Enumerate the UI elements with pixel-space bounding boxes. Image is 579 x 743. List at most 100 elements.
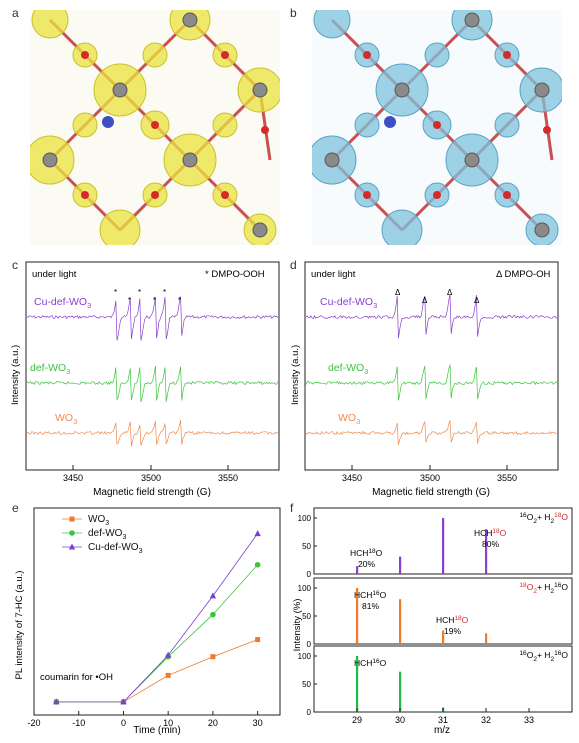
- o-atom: [433, 191, 441, 199]
- o-atom: [433, 121, 441, 129]
- trace-label: def-WO3: [30, 362, 70, 376]
- charge-density-image-a: [30, 10, 280, 245]
- y-axis-label: PL intensity of 7-HC (a.u.): [14, 571, 25, 680]
- w-atom: [252, 82, 268, 98]
- x-tick-label: 3550: [497, 473, 517, 483]
- epr-trace: [26, 296, 279, 341]
- data-point: [165, 672, 171, 678]
- o-atom: [81, 191, 89, 199]
- y-tick-label: 100: [298, 514, 312, 523]
- data-point: [210, 611, 216, 618]
- w-atom: [252, 222, 268, 238]
- subplot-legend: 16 O2 + H2 16 O: [519, 650, 568, 663]
- x-axis-label: m/z: [434, 725, 450, 736]
- isosurface-blob: [72, 112, 98, 138]
- subplot-legend: 18 O2 + H2 16 O: [519, 582, 568, 595]
- panel-b-label: b: [290, 6, 297, 20]
- panel-c-label: c: [12, 258, 18, 272]
- w-atom: [394, 82, 410, 98]
- y-axis-label: Intensity (a.u.): [290, 345, 301, 405]
- legend-entry: def-WO3: [88, 528, 126, 541]
- ms-peak-bar: [356, 566, 359, 574]
- x-tick-label: 3550: [218, 473, 238, 483]
- w-atom: [182, 12, 198, 28]
- peak-marker: Δ: [422, 296, 428, 305]
- x-tick-label: 3450: [63, 473, 83, 483]
- panel-c: c under light * DMPO-OOH Intensity (a.u.…: [0, 255, 290, 500]
- ms-peak-bar: [485, 529, 488, 574]
- w-atom: [324, 152, 340, 168]
- peak-marker: *: [153, 296, 156, 305]
- data-point: [164, 651, 172, 658]
- legend-marker: [68, 543, 76, 550]
- o-atom: [81, 51, 89, 59]
- epr-trace: [305, 294, 558, 339]
- y-tick-label: 100: [298, 652, 312, 661]
- data-point: [254, 530, 261, 537]
- dmpo-ooh-legend: * DMPO-OOH: [205, 269, 265, 280]
- o-atom: [221, 191, 229, 199]
- ms-peak-bar: [399, 671, 402, 712]
- w-atom: [42, 152, 58, 168]
- data-point: [120, 698, 127, 705]
- x-tick-label: 3450: [342, 473, 362, 483]
- ms-peak-bar: [442, 630, 445, 644]
- annotation-percent: 20%: [358, 559, 375, 569]
- x-tick-label: 10: [163, 718, 173, 728]
- trace-label: WO3: [338, 412, 360, 426]
- data-point: [209, 592, 217, 599]
- subplot-legend: 16 O2 + H2 18 O: [519, 512, 568, 525]
- condition-label: under light: [311, 269, 356, 280]
- y-tick-label: 50: [302, 542, 311, 551]
- peak-marker: *: [163, 288, 166, 297]
- x-axis-label: Magnetic field strength (G): [372, 487, 490, 498]
- o-atom: [151, 121, 159, 129]
- isosurface-blob: [313, 10, 351, 39]
- peak-marker: Δ: [474, 296, 480, 305]
- legend-entry: WO3: [88, 514, 109, 527]
- cu-atom: [102, 116, 114, 128]
- ms-peak-bar: [399, 556, 402, 574]
- pl-chart-e: e PL intensity of 7-HC (a.u.) coumarin f…: [12, 501, 281, 736]
- isosurface-blob: [31, 10, 69, 39]
- data-point: [254, 561, 261, 568]
- ms-peak-bar: [399, 599, 402, 644]
- annotation-formula: HCH18O: [350, 548, 383, 558]
- x-tick-label: 30: [395, 715, 405, 725]
- panel-d-label: d: [290, 258, 297, 272]
- legend-entry: Cu-def-WO3: [88, 542, 143, 555]
- panel-b: b: [290, 0, 579, 245]
- isosurface-blob: [381, 209, 423, 245]
- epr-trace: [26, 419, 278, 447]
- x-tick-label: 30: [253, 718, 263, 728]
- ms-peak-bar: [356, 588, 359, 644]
- o-atom: [503, 51, 511, 59]
- y-tick-label: 0: [307, 640, 312, 649]
- o-atom: [503, 191, 511, 199]
- o-atom: [363, 191, 371, 199]
- annotation-formula: HCH18O: [436, 615, 469, 625]
- legend-marker: [69, 516, 75, 522]
- epr-trace: [305, 420, 557, 445]
- o-atom: [363, 51, 371, 59]
- peak-marker: *: [128, 296, 131, 305]
- x-tick-label: -20: [27, 718, 40, 728]
- o-atom: [261, 126, 269, 134]
- x-tick-label: 32: [481, 715, 491, 725]
- isosurface-blob: [142, 42, 168, 68]
- x-tick-label: 3500: [141, 473, 161, 483]
- ms-peak-bar: [485, 633, 488, 644]
- w-atom: [534, 222, 550, 238]
- series-line: [56, 639, 258, 703]
- w-atom: [464, 12, 480, 28]
- isosurface-blob: [99, 209, 141, 245]
- w-atom: [182, 152, 198, 168]
- cu-atom: [384, 116, 396, 128]
- isosurface-blob: [212, 112, 238, 138]
- y-tick-label: 50: [302, 680, 311, 689]
- panel-a: a: [0, 0, 290, 245]
- y-tick-label: 100: [298, 584, 312, 593]
- coumarin-annotation: coumarin for •OH: [40, 672, 113, 683]
- annotation-formula: HCH16O: [354, 590, 387, 600]
- panel-a-label: a: [12, 6, 19, 20]
